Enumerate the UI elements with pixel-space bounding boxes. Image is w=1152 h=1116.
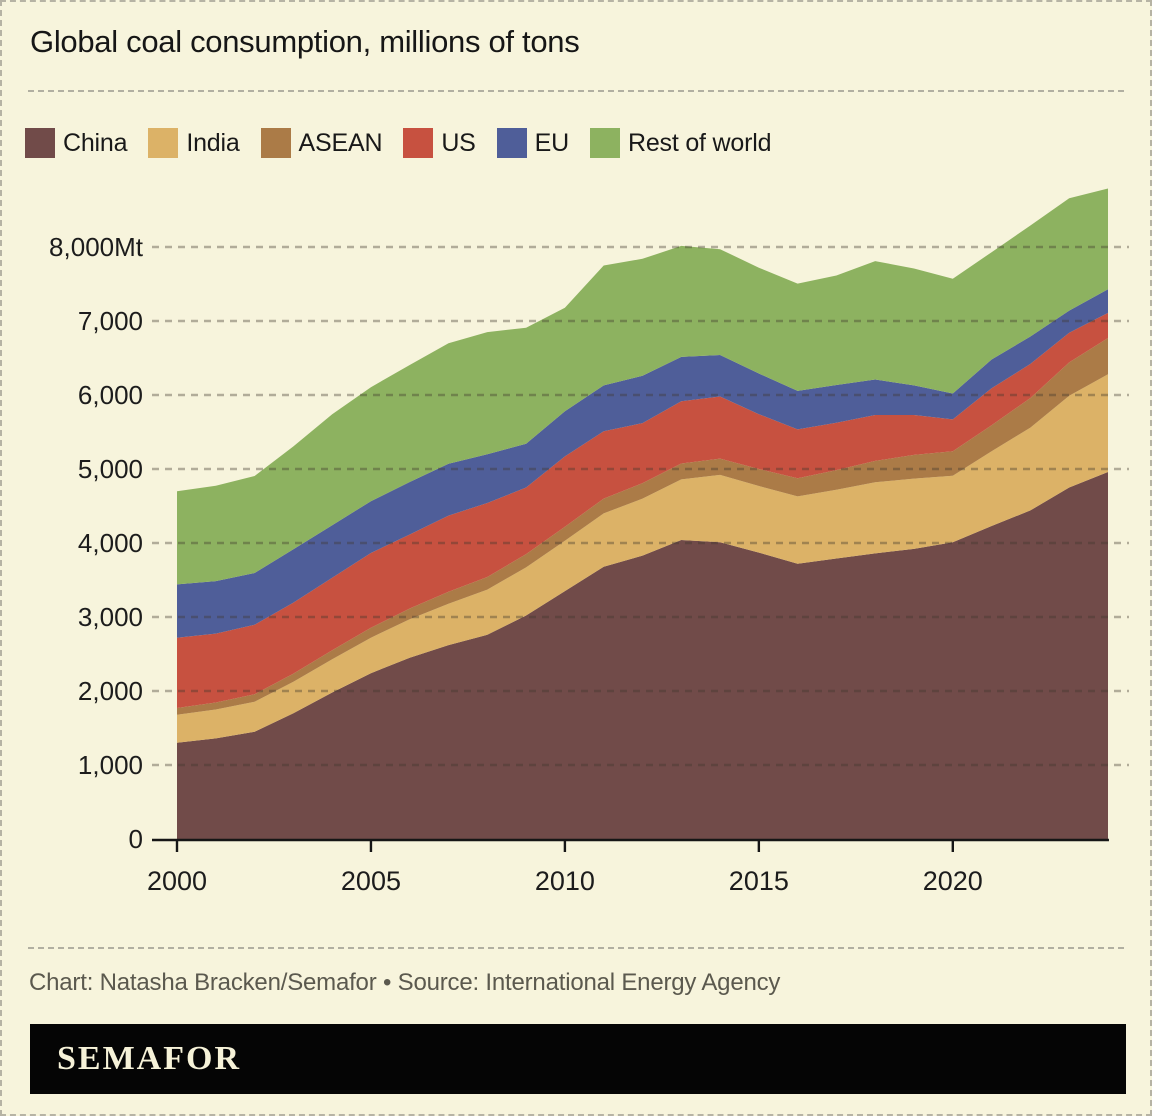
legend-label-india: India: [186, 128, 240, 157]
legend-swatch-us: [403, 128, 434, 158]
legend-label-china: China: [63, 128, 128, 157]
area-eu: [177, 289, 1108, 638]
semafor-logo-bar: SEMAFOR: [30, 1024, 1126, 1094]
legend: China India ASEAN US EU Rest of world: [25, 128, 771, 158]
legend-swatch-rest-of-world: [590, 128, 620, 158]
y-tick-label-0: 0: [129, 824, 143, 854]
x-tick-label-2010: 2010: [535, 866, 595, 896]
legend-swatch-india: [148, 128, 179, 158]
y-tick-label-7000: 7,000: [78, 306, 143, 336]
chart-credit: Chart: Natasha Bracken/Semafor • Source:…: [29, 969, 781, 996]
y-tick-label-2000: 2,000: [78, 676, 143, 706]
x-tick-label-2015: 2015: [729, 866, 789, 896]
x-tick-label-2000: 2000: [147, 866, 207, 896]
legend-label-us: US: [441, 128, 476, 157]
y-tick-label-5000: 5,000: [78, 454, 143, 484]
legend-item-eu: EU: [496, 128, 570, 158]
legend-swatch-china: [25, 128, 55, 158]
area-china: [177, 472, 1108, 839]
legend-item-rest-of-world: Rest of world: [590, 128, 771, 158]
footer-divider: [28, 947, 1124, 949]
legend-item-china: China: [25, 128, 128, 158]
x-tick-label-2020: 2020: [923, 866, 983, 896]
area-rest-of-world: [177, 188, 1108, 585]
title-divider: [28, 90, 1124, 92]
x-tick-label-2005: 2005: [341, 866, 401, 896]
y-tick-label-6000: 6,000: [78, 380, 143, 410]
legend-item-asean: ASEAN: [260, 128, 383, 158]
y-tick-label-3000: 3,000: [78, 602, 143, 632]
legend-swatch-eu: [496, 128, 527, 158]
area-india: [177, 374, 1108, 743]
legend-swatch-asean: [260, 128, 291, 158]
y-tick-label-1000: 1,000: [78, 750, 143, 780]
legend-item-india: India: [148, 128, 240, 158]
semafor-logo: SEMAFOR: [57, 1040, 241, 1077]
legend-item-us: US: [403, 128, 476, 158]
chart-title: Global coal consumption, millions of ton…: [30, 24, 580, 59]
legend-label-rest-of-world: Rest of world: [628, 128, 772, 157]
y-tick-label-8000: 8,000Mt: [49, 232, 144, 262]
legend-label-eu: EU: [534, 128, 570, 157]
legend-label-asean: ASEAN: [298, 128, 383, 157]
y-tick-label-4000: 4,000: [78, 528, 143, 558]
area-us: [177, 312, 1108, 708]
